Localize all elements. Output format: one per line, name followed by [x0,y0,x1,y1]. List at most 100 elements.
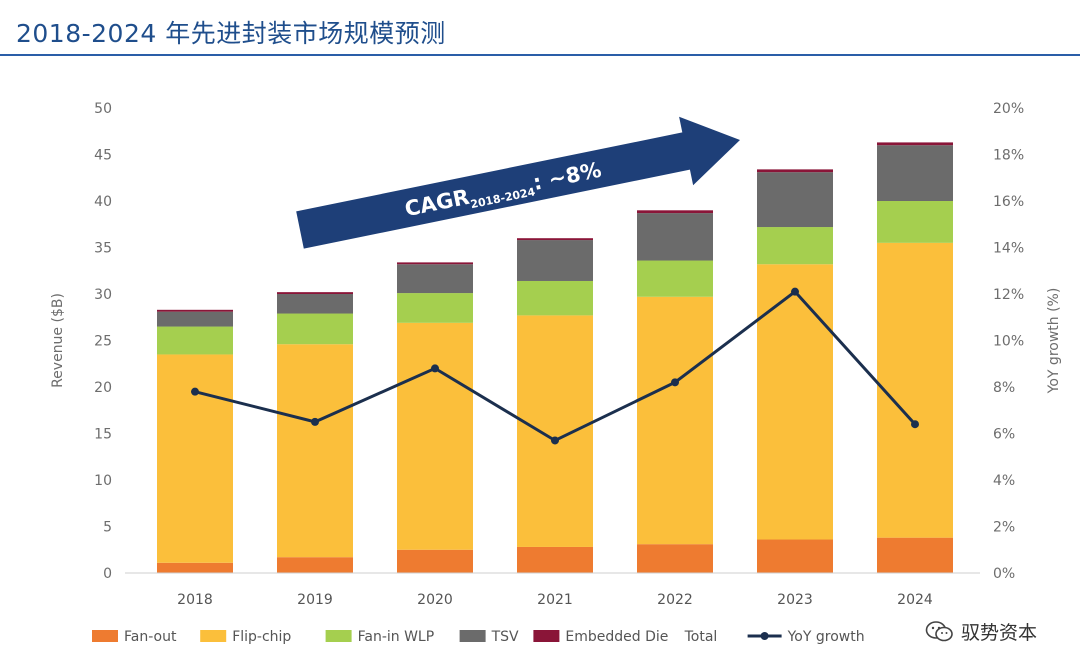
bar-segment-tsv [517,240,593,281]
right-tick-label: 6% [993,427,1015,443]
legend-swatch [459,630,486,642]
bar-segment-flip-chip [277,344,353,558]
legend-label: TSV [491,629,519,645]
bar-stacks [157,142,953,573]
right-axis-label: YoY growth (%) [1046,288,1062,395]
legend-item-total: Total [684,629,718,645]
yoy-point [431,364,439,373]
left-tick-label: 10 [94,473,112,489]
bar-segment-embedded-die [877,142,953,146]
bar-segment-fan-in-wlp [277,313,353,345]
x-tick-label: 2023 [777,592,813,608]
x-tick-label: 2019 [297,592,333,608]
yoy-point [671,378,679,387]
x-axis: 2018 2019 2020 2021 2022 2023 2024 [125,572,980,608]
right-tick-label: 0% [993,566,1015,582]
bar-segment-fan-in-wlp [397,293,473,323]
bar-segment-fan-in-wlp [877,201,953,243]
left-tick-label: 20 [94,380,112,396]
legend-label: Flip-chip [232,629,291,645]
left-tick-label: 0 [103,566,112,582]
right-tick-label: 8% [993,380,1015,396]
title-divider [0,54,1080,56]
cagr-arrow: CAGR2018-2024: ~8% [296,116,740,249]
legend-swatch [200,630,227,642]
bar-segment-flip-chip [757,264,833,540]
bar-segment-embedded-die [277,292,353,294]
yoy-point [311,417,319,426]
legend-item-fan-out: Fan-out [92,629,177,645]
legend-item-tsv: TSV [459,629,519,645]
bar-segment-fan-out [877,537,953,573]
legend-item-embedded-die: Embedded Die [533,629,668,645]
bar-segment-fan-out [397,549,473,573]
right-tick-label: 16% [993,194,1024,210]
bar-stack-2022 [637,210,713,573]
bar-segment-tsv [157,311,233,327]
wechat-icon [925,620,953,641]
legend-item-fan-in-wlp: Fan-in WLP [325,629,435,645]
bar-segment-tsv [397,264,473,294]
legend-label: Embedded Die [565,629,668,645]
legend-marker [760,632,769,640]
header: 2018-2024 年先进封装市场规模预测 [0,0,1080,60]
legend-swatch [92,630,118,642]
bar-segment-flip-chip [637,296,713,545]
left-tick-label: 5 [103,520,112,536]
bar-segment-flip-chip [397,322,473,550]
bar-segment-tsv [757,172,833,228]
right-tick-label: 4% [993,473,1015,489]
bar-segment-fan-out [157,562,233,573]
legend-label: Total [684,629,718,645]
x-tick-label: 2018 [177,592,213,608]
bar-stack-2024 [877,142,953,573]
left-tick-label: 40 [94,194,112,210]
legend-swatch [533,630,560,642]
bar-segment-fan-out [517,546,593,573]
left-tick-label: 30 [94,287,112,303]
bar-segment-fan-out [757,539,833,573]
watermark-text: 驭势资本 [961,622,1038,644]
left-axis: 0 5 10 15 20 25 30 35 40 45 50 Revenue ($B) [50,101,112,582]
right-axis: 0% 2% 4% 6% 8% 10% 12% 14% 16% 18% 20% YoY growth (… [993,101,1062,582]
arrow-body [296,116,740,249]
watermark: 驭势资本 [925,618,1037,645]
bar-segment-embedded-die [637,210,713,214]
legend-label: Fan-in WLP [358,629,435,645]
x-tick-label: 2022 [657,592,693,608]
x-tick-label: 2021 [537,592,573,608]
left-tick-label: 50 [94,101,112,117]
x-tick-label: 2020 [417,592,453,608]
bar-segment-embedded-die [757,169,833,173]
bar-segment-tsv [637,213,713,261]
bar-segment-tsv [277,294,353,314]
bar-segment-fan-out [277,557,353,573]
yoy-point [551,436,559,445]
bar-stack-2023 [757,169,833,573]
stacked-bar-line-chart: 0 5 10 15 20 25 30 35 40 45 50 Revenue ($B) 0% 2% 4% 6… [50,101,1062,645]
yoy-point [191,387,199,396]
left-axis-label: Revenue ($B) [50,293,66,388]
right-tick-label: 2% [993,520,1015,536]
bar-stack-2018 [157,309,233,573]
legend: Fan-out Flip-chip Fan-in WLP TSV Embedded Di… [92,629,865,645]
left-tick-label: 35 [94,241,112,257]
left-tick-label: 25 [94,334,112,350]
bar-segment-fan-out [637,544,713,573]
legend-label: YoY growth [787,629,865,645]
bar-segment-fan-in-wlp [637,260,713,297]
legend-swatch [325,630,352,642]
yoy-line [191,287,919,445]
bar-stack-2021 [517,238,593,573]
page-title: 2018-2024 年先进封装市场规模预测 [16,19,446,48]
bar-segment-flip-chip [157,354,233,563]
left-tick-label: 15 [94,427,112,443]
cagr-arrow-shape: CAGR2018-2024: ~8% [296,116,740,249]
yoy-point [791,287,799,296]
legend-item-yoy-growth: YoY growth [747,629,865,645]
bar-segment-fan-in-wlp [517,280,593,316]
bar-segment-embedded-die [157,309,233,312]
x-tick-label: 2024 [897,592,933,608]
bar-segment-tsv [877,145,953,201]
right-tick-label: 20% [993,101,1024,117]
